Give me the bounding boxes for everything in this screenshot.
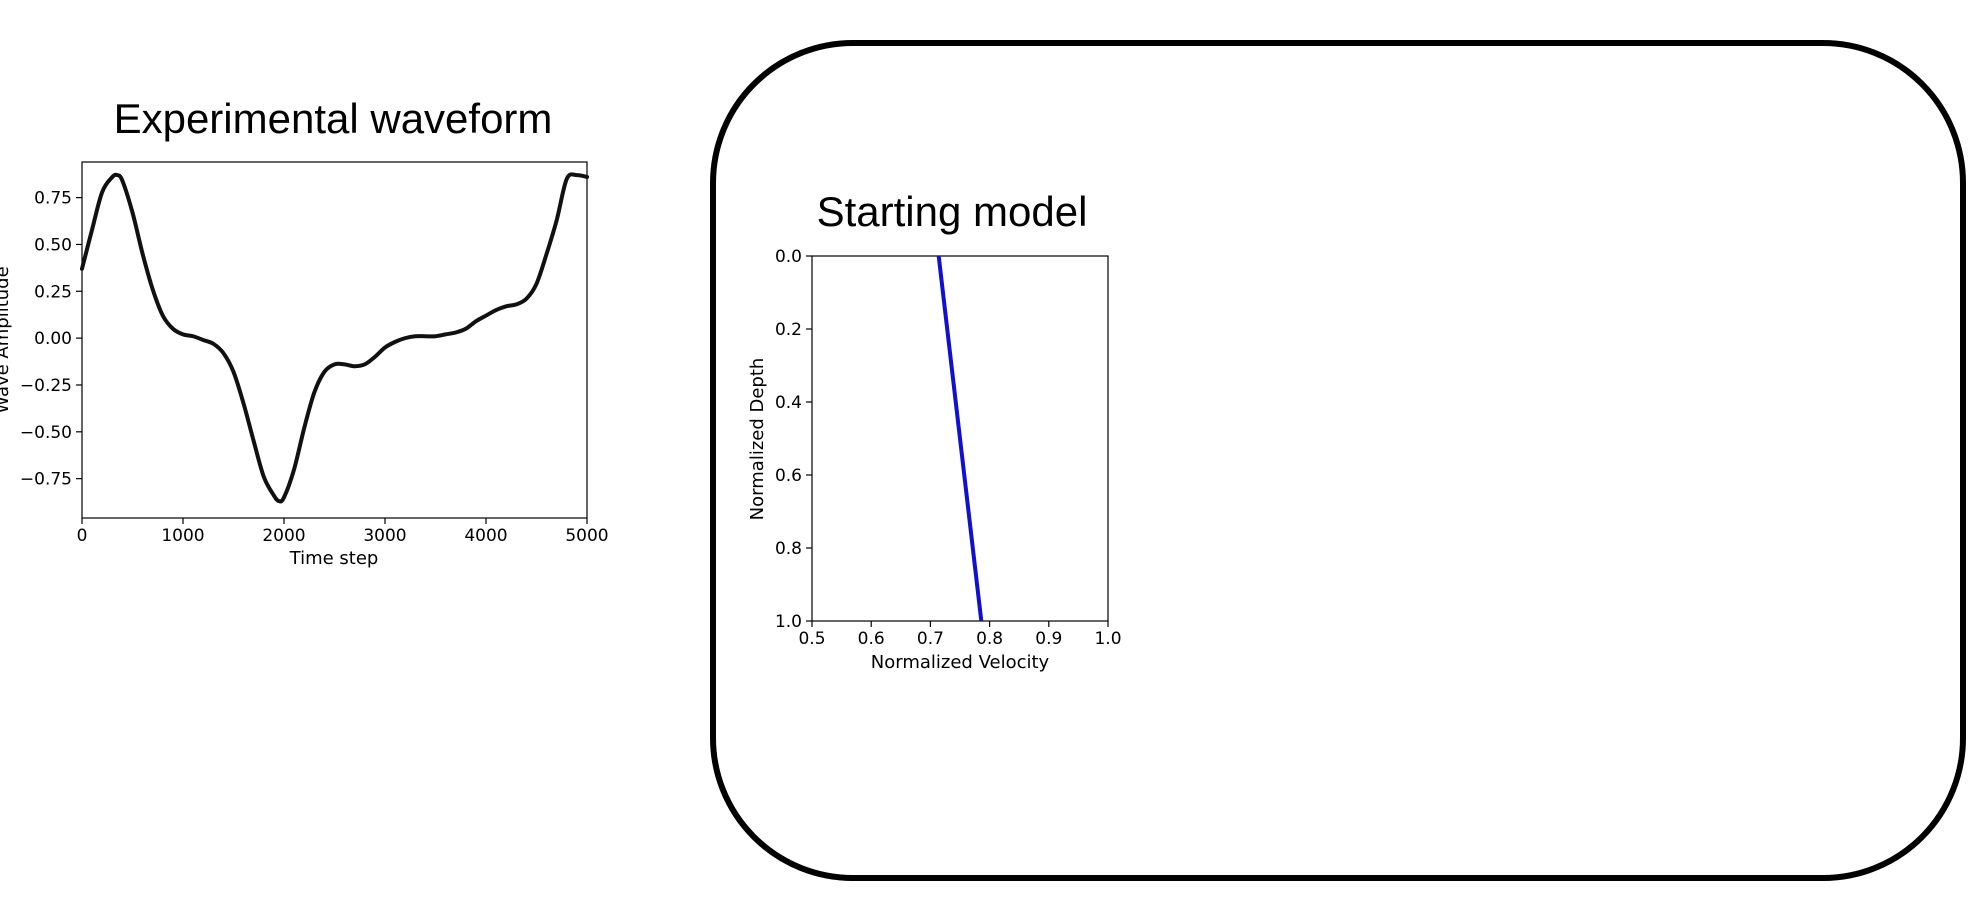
model-x-tick-label: 0.9 [1035,629,1062,649]
model-chart: Starting model 0.5 0.6 0.7 0.8 0.9 1.0 0.0 0.2… [747,188,1122,673]
model-x-tick-label: 0.5 [798,629,825,649]
model-panel-frame [710,40,1966,881]
model-plot-area [811,255,1109,622]
waveform-y-axis-label: Wave Amplitude [0,266,13,413]
waveform-x-tick-label: 5000 [565,526,608,546]
waveform-y-tick-label: −0.25 [20,376,72,396]
waveform-x-tick-label: 4000 [464,526,507,546]
waveform-x-axis-label: Time step [289,548,379,569]
waveform-x-tick-label: 2000 [262,526,305,546]
model-title: Starting model [817,188,1088,235]
model-y-tick-label: 1.0 [775,612,802,632]
waveform-y-tick-label: −0.50 [20,423,72,443]
waveform-y-ticks: 0.75 0.50 0.25 0.00 −0.25 −0.50 −0.75 [20,189,82,490]
model-velocity-line [936,255,984,622]
model-x-axis-label: Normalized Velocity [871,652,1050,673]
model-x-ticks: 0.5 0.6 0.7 0.8 0.9 1.0 [798,621,1122,649]
model-x-tick-label: 0.8 [976,629,1003,649]
waveform-chart: Experimental waveform 0 1000 2000 3000 4000 5… [0,95,609,569]
model-x-tick-label: 0.7 [917,629,944,649]
model-x-tick-label: 1.0 [1094,629,1121,649]
model-y-ticks: 0.0 0.2 0.4 0.6 0.8 1.0 [775,247,812,632]
waveform-y-tick-label: 0.75 [34,189,72,209]
waveform-x-tick-label: 3000 [363,526,406,546]
waveform-series-line [80,172,589,504]
waveform-y-tick-label: −0.75 [20,470,72,490]
waveform-y-tick-label: 0.50 [34,235,72,255]
model-y-tick-label: 0.0 [775,247,802,267]
model-y-tick-label: 0.6 [775,466,802,486]
waveform-x-tick-label: 0 [77,526,88,546]
waveform-plot-area [81,161,588,519]
waveform-x-ticks: 0 1000 2000 3000 4000 5000 [77,518,609,546]
model-y-axis-label: Normalized Depth [747,358,768,521]
model-y-tick-label: 0.4 [775,393,802,413]
model-y-tick-label: 0.8 [775,539,802,559]
waveform-y-tick-label: 0.00 [34,329,72,349]
model-x-tick-label: 0.6 [858,629,885,649]
waveform-title: Experimental waveform [114,95,553,142]
model-y-tick-label: 0.2 [775,320,802,340]
waveform-x-tick-label: 1000 [161,526,204,546]
waveform-y-tick-label: 0.25 [34,282,72,302]
